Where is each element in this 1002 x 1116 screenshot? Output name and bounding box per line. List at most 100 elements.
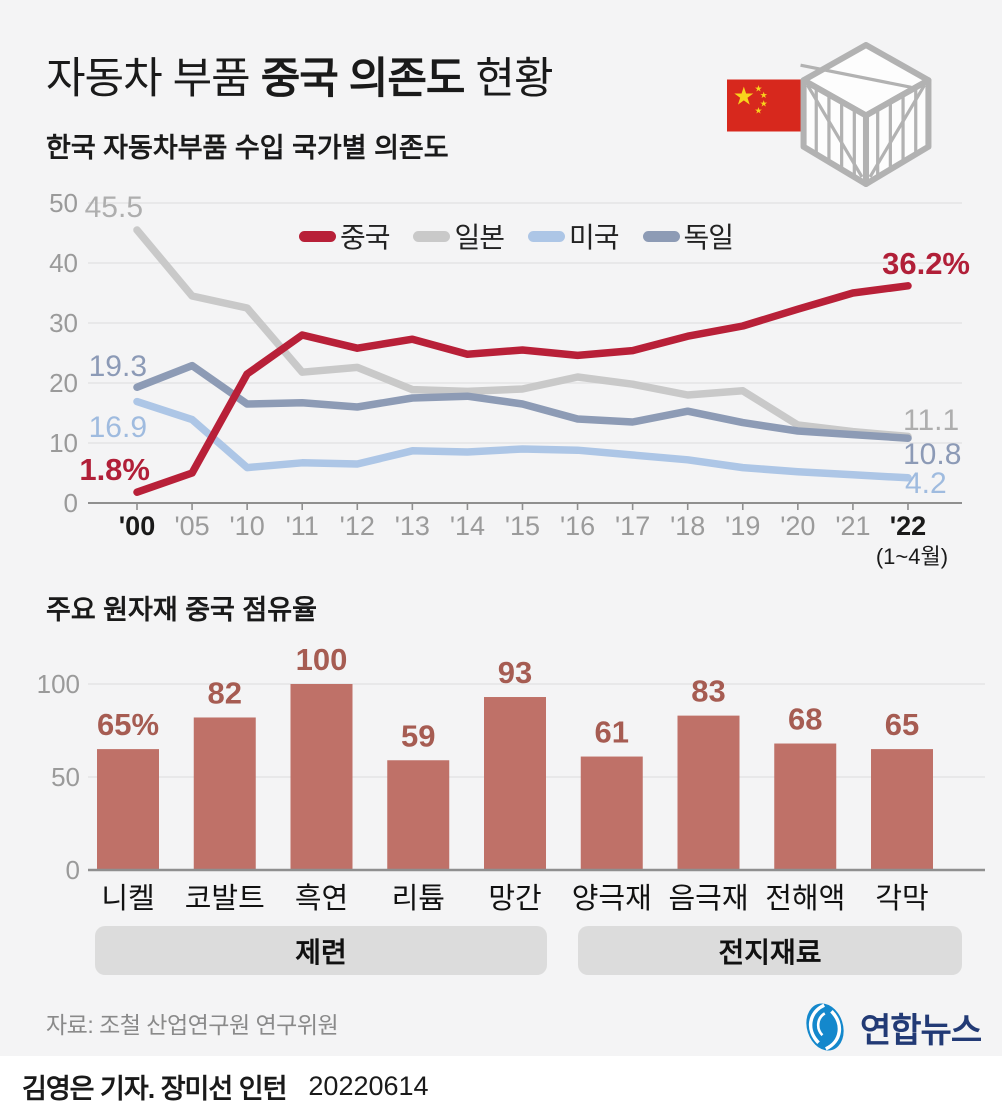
- bar-각막: [871, 749, 933, 870]
- bar-category-음극재: 음극재: [668, 883, 748, 915]
- legend-swatch-usa: [528, 230, 565, 242]
- legend-swatch-germany: [642, 230, 680, 242]
- bar-음극재: [677, 715, 740, 870]
- bar-category-각막: 각막: [875, 883, 928, 915]
- byline: 김영은 기자. 장미선 인턴: [22, 1073, 287, 1104]
- bar-chart-title: 주요 원자재 중국 점유율: [46, 595, 317, 625]
- page-title-part-1: 자동차 부품: [46, 55, 261, 103]
- x-label-'22: '22: [890, 511, 926, 541]
- x-label-'15: '15: [505, 511, 540, 541]
- annotation-일본-start_label: 45.5: [85, 191, 143, 224]
- bar-value-니켈: 65%: [97, 707, 159, 742]
- x-label-'21: '21: [835, 511, 870, 541]
- page-title: 자동차 부품 중국 의존도 현황: [46, 44, 554, 106]
- bar-category-망간: 망간: [488, 883, 541, 915]
- line-series-미국: [133, 397, 912, 482]
- page-title-part-3: 현황: [464, 55, 553, 103]
- shipping-crate-icon: [800, 42, 932, 187]
- x-label-'10: '10: [230, 511, 265, 541]
- x-label-'05: '05: [174, 511, 209, 541]
- group-label-smelting: 제련: [95, 926, 547, 975]
- line-ytick-0: 0: [64, 488, 78, 518]
- bar-category-양극재: 양극재: [572, 883, 652, 915]
- line-series-일본: [133, 226, 912, 441]
- china-flag-icon: ★ ★ ★ ★ ★: [727, 79, 805, 132]
- bar-value-양극재: 61: [595, 715, 629, 750]
- bar-리튬: [387, 760, 450, 870]
- x-label-'14: '14: [450, 511, 485, 541]
- svg-text:★: ★: [755, 83, 763, 93]
- svg-text:★: ★: [760, 99, 768, 109]
- bar-value-코발트: 82: [208, 675, 242, 710]
- bar-category-니켈: 니켈: [101, 883, 154, 915]
- bar-흑연: [290, 684, 353, 870]
- line-ytick-50: 50: [49, 188, 78, 218]
- annotation-중국-end_label: 36.2%: [882, 246, 970, 281]
- bar-ytick-50: 50: [51, 762, 80, 792]
- legend-item-japan: 일본: [413, 216, 505, 256]
- footer-band: 김영은 기자. 장미선 인턴 20220614: [0, 1056, 1002, 1116]
- annotation-미국-end_label: 4.2: [905, 467, 947, 500]
- bar-value-전해액: 68: [788, 702, 822, 737]
- bar-니켈: [97, 749, 159, 870]
- line-ytick-20: 20: [49, 368, 78, 398]
- line-ytick-40: 40: [49, 248, 78, 278]
- x-sub-label: (1~4월): [876, 544, 948, 569]
- legend-item-china: 중국: [298, 216, 391, 256]
- line-chart-legend: 중국 일본 미국 독일: [0, 216, 1002, 256]
- legend-label-japan: 일본: [454, 222, 505, 253]
- x-label-'17: '17: [615, 511, 650, 541]
- x-label-'13: '13: [395, 511, 430, 541]
- x-label-'18: '18: [670, 511, 705, 541]
- annotation-독일-start_label: 19.3: [89, 350, 147, 383]
- x-label-'12: '12: [340, 511, 375, 541]
- bar-value-망간: 93: [498, 655, 532, 690]
- x-label-'00: '00: [119, 511, 155, 541]
- bar-category-리튬: 리튬: [392, 883, 445, 915]
- x-label-'16: '16: [560, 511, 595, 541]
- yonhap-logo-text: 연합뉴스: [860, 1011, 982, 1050]
- line-ytick-30: 30: [49, 308, 78, 338]
- svg-text:★: ★: [755, 105, 763, 115]
- legend-label-germany: 독일: [683, 222, 735, 253]
- annotation-독일-end_label: 10.8: [903, 438, 961, 471]
- page-title-part-2: 중국 의존도: [260, 55, 466, 103]
- line-series-중국: [133, 282, 912, 496]
- annotation-일본-end_label: 11.1: [903, 404, 959, 437]
- x-label-'11: '11: [286, 511, 319, 541]
- line-ytick-10: 10: [49, 428, 78, 458]
- bar-value-흑연: 100: [296, 642, 348, 677]
- legend-label-china: 중국: [339, 222, 391, 253]
- bar-망간: [484, 697, 546, 870]
- bar-코발트: [193, 717, 256, 870]
- source-credit: 자료: 조철 산업연구원 연구위원: [46, 1012, 339, 1038]
- bar-value-음극재: 83: [691, 674, 725, 709]
- legend-item-usa: 미국: [528, 216, 620, 256]
- bar-양극재: [580, 756, 643, 870]
- annotation-미국-start_label: 16.9: [89, 411, 147, 444]
- bar-category-전해액: 전해액: [765, 883, 845, 915]
- x-label-'20: '20: [780, 511, 815, 541]
- x-label-'19: '19: [725, 511, 760, 541]
- annotation-중국-start_label: 1.8%: [79, 452, 150, 487]
- yonhap-logo: 연합뉴스: [798, 1000, 982, 1054]
- group-label-battery: 전지재료: [578, 926, 962, 975]
- svg-text:★: ★: [760, 90, 768, 100]
- legend-item-germany: 독일: [642, 216, 735, 256]
- line-chart-title: 한국 자동차부품 수입 국가별 의존도: [46, 133, 449, 163]
- bar-category-코발트: 코발트: [185, 883, 265, 915]
- bar-ytick-0: 0: [66, 855, 80, 885]
- bar-value-리튬: 59: [401, 718, 435, 753]
- bar-ytick-100: 100: [37, 669, 80, 699]
- legend-label-usa: 미국: [569, 222, 620, 253]
- footer-date: 20220614: [308, 1070, 429, 1101]
- yonhap-logo-icon: [806, 1003, 844, 1051]
- legend-swatch-china: [298, 230, 336, 242]
- bar-value-각막: 65: [885, 707, 919, 742]
- line-series-독일: [133, 361, 912, 442]
- legend-swatch-japan: [413, 230, 451, 242]
- svg-text:★: ★: [733, 83, 755, 110]
- bar-전해액: [774, 743, 837, 870]
